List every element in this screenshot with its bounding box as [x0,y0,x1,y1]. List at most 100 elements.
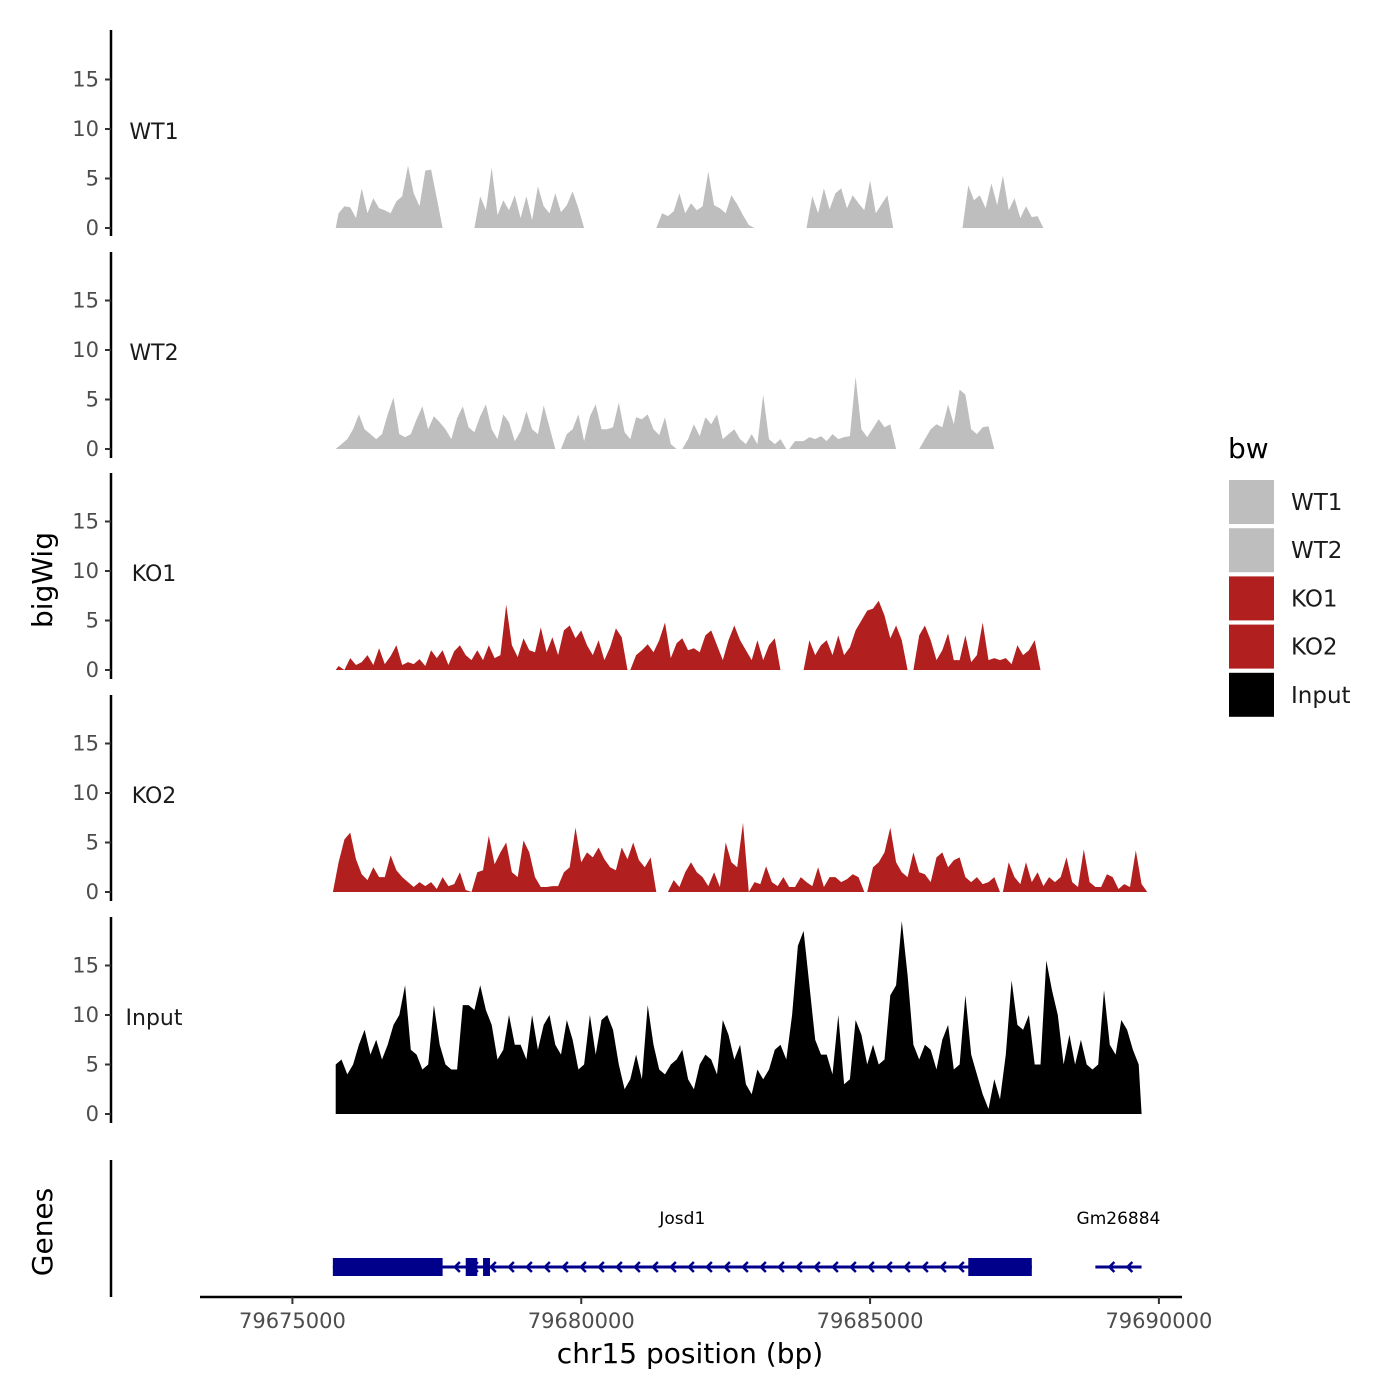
strand-arrow [885,1261,893,1273]
strand-arrow [759,1261,767,1273]
y-axis-title: bigWig [26,532,59,628]
coverage-area-ko1 [335,604,628,670]
strand-arrow [669,1261,677,1273]
coverage-area-wt1 [806,180,894,228]
y-tick-label: 0 [86,658,99,682]
coverage-area-ko1 [913,622,1041,670]
legend-swatch [1229,480,1274,524]
strand-arrow [1107,1261,1116,1273]
legend-label: Input [1291,683,1351,709]
gene-label: Josd1 [658,1209,705,1229]
legend-item-input: Input [1229,672,1351,717]
coverage-area-ko2 [471,827,657,892]
strand-arrow [507,1261,515,1273]
strand-arrow [813,1261,821,1273]
coverage-area-wt1 [656,171,755,228]
y-tick-label: 0 [86,1102,99,1126]
y-tick-label: 15 [72,289,99,313]
coverage-area-wt2 [682,394,787,449]
y-tick-label: 5 [86,388,99,412]
gene-josd1: Josd1 [332,1209,1032,1276]
x-tick-label: 79685000 [817,1309,924,1333]
track-label-ko1: KO1 [132,562,177,587]
y-tick-label: 5 [86,1053,99,1077]
y-tick-label: 15 [72,954,99,978]
strand-arrow [957,1261,965,1273]
strand-arrow [849,1261,857,1273]
legend-label: KO2 [1291,635,1338,661]
y-tick-label: 10 [72,117,99,141]
strand-arrow [453,1261,461,1273]
y-tick-label: 0 [86,880,99,904]
strand-arrow [903,1261,911,1273]
y-tick-label: 15 [72,510,99,534]
track-ko2: 0 5 10 15 KO2 [72,695,1148,904]
strand-arrow [1125,1261,1134,1273]
strand-arrow [489,1261,497,1273]
x-tick-label: 79690000 [1105,1309,1212,1333]
y-tick-label: 5 [86,609,99,633]
gene-exon [332,1258,443,1276]
coverage-area-ko1 [803,600,908,670]
genes-axis-title: Genes [26,1188,59,1276]
legend-swatch [1229,624,1274,669]
strand-arrow [867,1261,875,1273]
legend-label: WT1 [1291,490,1342,516]
coverage-area-ko2 [667,822,749,892]
legend-swatch [1229,528,1274,573]
legend-label: WT2 [1291,538,1342,564]
coverage-area-ko2 [748,866,865,892]
coverage-area-wt2 [561,402,677,449]
strand-arrow [939,1261,947,1273]
coverage-area-ko2 [332,832,472,892]
legend-swatch [1229,672,1274,717]
strand-arrow [615,1261,623,1273]
strand-arrow [525,1261,533,1273]
strand-arrow [543,1261,551,1273]
y-tick-label: 0 [86,437,99,461]
strand-arrow [723,1261,731,1273]
y-tick-label: 5 [86,167,99,191]
y-tick-label: 10 [72,781,99,805]
track-wt2: 0 5 10 15 WT2 [72,252,995,461]
gene-exon [465,1258,478,1276]
strand-arrow [633,1261,641,1273]
x-axis-title: chr15 position (bp) [557,1337,823,1370]
legend-swatch [1229,576,1274,621]
legend-label: KO1 [1291,586,1338,612]
strand-arrow [705,1261,713,1273]
coverage-area-ko2 [867,827,1000,892]
coverage-area-ko1 [630,622,781,670]
y-tick-label: 10 [72,1003,99,1027]
strand-arrow [777,1261,785,1273]
y-tick-label: 15 [72,732,99,756]
track-label-wt2: WT2 [129,341,178,366]
track-label-ko2: KO2 [132,784,177,809]
track-wt1: 0 5 10 15 WT1 [72,30,1044,240]
legend-item-wt1: WT1 [1229,480,1342,524]
strand-arrow [831,1261,839,1273]
coverage-area-wt1 [335,165,443,228]
y-tick-label: 0 [86,216,99,240]
legend-item-wt2: WT2 [1229,528,1342,573]
track-ko1: 0 5 10 15 KO1 [72,473,1041,682]
coverage-area-wt2 [789,376,897,449]
y-tick-label: 15 [72,68,99,92]
coverage-area-wt1 [962,175,1044,228]
x-tick-label: 79675000 [239,1309,346,1333]
coverage-area-wt2 [335,397,556,449]
track-input: 0 5 10 15 Input [72,917,1142,1126]
gene-exon [968,1258,1032,1276]
y-tick-label: 10 [72,338,99,362]
x-tick-label: 79680000 [528,1309,635,1333]
strand-arrow [921,1261,929,1273]
strand-arrow [741,1261,749,1273]
strand-arrow [579,1261,587,1273]
coverage-area-ko2 [1002,849,1148,892]
strand-arrow [687,1261,695,1273]
y-tick-label: 5 [86,831,99,855]
legend-title: bw [1228,432,1269,465]
gene-gm26884: Gm26884 [1077,1209,1160,1273]
